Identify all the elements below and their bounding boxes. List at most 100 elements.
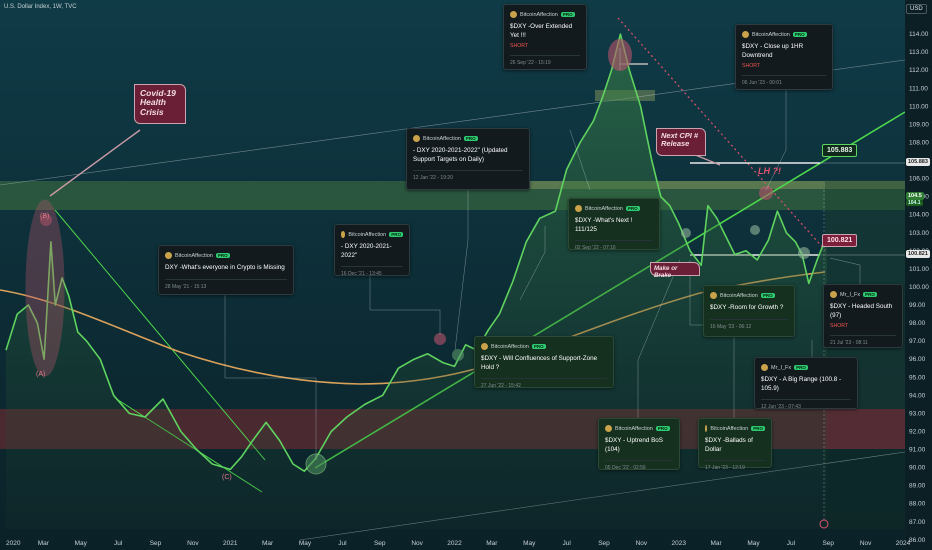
resistance-band: [530, 181, 905, 189]
idea-title: $DXY -Room for Growth ?: [710, 304, 784, 311]
idea-direction: SHORT: [742, 63, 761, 69]
idea-author: BitcoinAffection: [615, 425, 653, 432]
author-avatar: [605, 425, 612, 432]
wave-b-marker: [40, 214, 52, 226]
idea-title: $DXY - A Big Range (100.8 - 105.9): [761, 376, 842, 392]
y-tick-label: 89.00: [909, 483, 926, 490]
x-tick-label: Mar: [38, 540, 50, 547]
pro-badge: PRO: [560, 12, 575, 17]
y-tick-label: 104.00: [909, 212, 929, 219]
y-tick-label: 114.00: [909, 31, 929, 38]
make-or-brake-text: Make or Brake: [654, 265, 678, 279]
wave-b-ellipse: [25, 199, 65, 377]
idea-time: 02 Sep '22 - 07:16: [575, 240, 653, 251]
idea-card[interactable]: BitcoinAffection PRO $DXY -What's Next ! …: [568, 198, 660, 251]
x-tick-label: May: [747, 540, 760, 547]
idea-card[interactable]: BitcoinAffection PRO - DXY 2020-2021-2022…: [334, 224, 410, 277]
pro-badge: PRO: [531, 344, 546, 349]
idea-author: BitcoinAffection: [585, 205, 623, 212]
x-tick-label: Mar: [262, 540, 274, 547]
x-tick-label: Jul: [338, 540, 347, 547]
future-area: [825, 449, 905, 529]
author-avatar: [165, 252, 172, 259]
idea-card[interactable]: Mr_I_Fx PRO $DXY - A Big Range (100.8 - 1…: [754, 357, 858, 410]
lh-label: LH ?!: [758, 166, 781, 176]
idea-author: BitcoinAffection: [752, 31, 790, 38]
x-tick-label: Jul: [562, 540, 571, 547]
idea-direction: SHORT: [830, 323, 849, 329]
y-tick-label: 101.00: [909, 266, 929, 273]
axis-current-price: 104.5: [906, 192, 924, 200]
x-tick-label: Nov: [860, 540, 872, 547]
axis-price-lower: 100.821: [906, 250, 930, 258]
x-tick-label: 2021: [223, 540, 238, 547]
x-tick-label: Sep: [374, 540, 386, 547]
y-tick-label: 99.00: [909, 302, 926, 309]
covid-callout-text: Covid-19 Health Crisis: [140, 88, 176, 117]
idea-author: Mr_I_Fx: [840, 291, 861, 298]
wave-c-label: (C): [222, 474, 232, 481]
pivot-green-3: [750, 225, 760, 235]
author-avatar: [341, 231, 346, 238]
y-tick-label: 86.00: [909, 537, 926, 544]
pivot-lh: [759, 186, 773, 200]
x-tick-label: Jul: [114, 540, 123, 547]
idea-card[interactable]: BitcoinAffection PRO DXY -What's everyone…: [158, 245, 294, 295]
idea-card[interactable]: BitcoinAffection PRO - DXY 2020-2021-2022…: [406, 128, 530, 190]
y-tick-label: 92.00: [909, 428, 926, 435]
pro-badge: PRO: [463, 136, 478, 141]
idea-card[interactable]: Mr_I_Fx PRO $DXY - Headed South (97) SHOR…: [823, 284, 903, 348]
idea-card[interactable]: BitcoinAffection PRO $DXY -Ballads of Dol…: [698, 418, 772, 471]
currency-button[interactable]: USD: [906, 4, 927, 14]
idea-title: $DXY - Uptrend BoS (104): [605, 437, 663, 453]
x-tick-label: Sep: [150, 540, 162, 547]
x-tick-label: 2022: [447, 540, 462, 547]
x-tick-label: 2023: [672, 540, 687, 547]
idea-card[interactable]: BitcoinAffection PRO $DXY - Will Confluen…: [474, 336, 614, 389]
x-tick-label: Nov: [411, 540, 423, 547]
idea-title: $DXY -Ballads of Dollar: [705, 437, 753, 453]
idea-card[interactable]: BitcoinAffection PRO $DXY - Close up 1HR …: [735, 24, 833, 90]
y-tick-label: 96.00: [909, 356, 926, 363]
author-avatar: [510, 11, 517, 18]
x-tick-label: Sep: [598, 540, 610, 547]
idea-title: $DXY - Headed South (97): [830, 303, 893, 319]
y-tick-label: 91.00: [909, 447, 926, 454]
author-avatar: [830, 291, 837, 298]
author-avatar: [481, 343, 488, 350]
x-tick-label: May: [75, 540, 88, 547]
idea-card[interactable]: BitcoinAffection PRO $DXY -Over Extended …: [503, 4, 587, 70]
idea-author: BitcoinAffection: [423, 135, 461, 142]
idea-title: $DXY -What's Next ! 111/125: [575, 217, 633, 233]
idea-time: 21 Jul '23 - 08:11: [830, 335, 896, 346]
idea-title: $DXY - Close up 1HR Downtrend: [742, 43, 804, 59]
idea-author: BitcoinAffection: [348, 231, 387, 238]
downtrend-dotted: [617, 17, 826, 251]
idea-card[interactable]: BitcoinAffection PRO $DXY - Uptrend BoS (…: [598, 418, 680, 471]
pro-badge: PRO: [625, 206, 640, 211]
idea-time: 12 Jun '23 - 07:43: [761, 399, 851, 410]
idea-title: $DXY -Over Extended Yet !!!: [510, 23, 573, 39]
x-tick-label: Nov: [636, 540, 648, 547]
wave-a-label: (A): [36, 371, 46, 378]
x-tick-label: 2020: [6, 540, 21, 547]
idea-title: DXY -What's everyone in Crypto is Missin…: [165, 264, 285, 271]
idea-author: BitcoinAffection: [491, 343, 529, 350]
x-tick-label: Nov: [187, 540, 199, 547]
x-tick-label: May: [523, 540, 536, 547]
trend-down-upper: [54, 209, 266, 461]
level-lower-label: 100.821: [822, 234, 858, 247]
chart-symbol-title: U.S. Dollar Index, 1W, TVC: [4, 4, 77, 10]
price-area: [6, 34, 827, 529]
pro-badge: PRO: [760, 293, 775, 298]
idea-card[interactable]: BitcoinAffection PRO $DXY -Room for Growt…: [703, 285, 795, 337]
idea-time: 16 Dec '21 - 13:45: [341, 266, 403, 277]
idea-author: BitcoinAffection: [720, 292, 758, 299]
idea-time: 05 Dec '22 - 02:56: [605, 460, 673, 471]
x-tick-label: Mar: [711, 540, 723, 547]
idea-author: BitcoinAffection: [520, 11, 558, 18]
y-tick-label: 93.00: [909, 410, 926, 417]
y-tick-label: 109.00: [909, 121, 929, 128]
y-tick-label: 110.00: [909, 103, 929, 110]
